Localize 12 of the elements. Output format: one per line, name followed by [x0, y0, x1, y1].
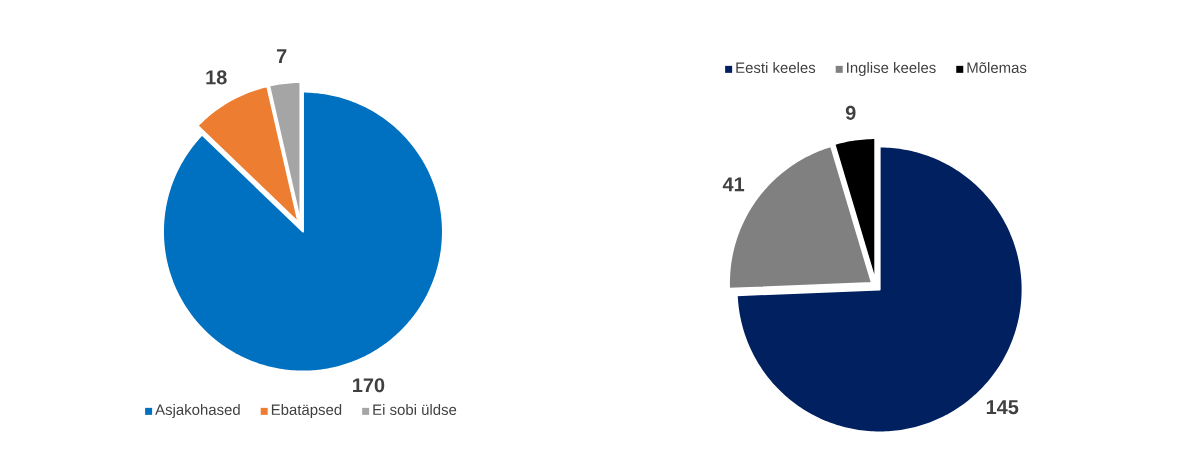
- data-label: 7: [276, 49, 287, 63]
- legend-label: Asjakohased: [155, 404, 240, 418]
- legend-label: Mõlemas: [967, 62, 1027, 73]
- data-label: 170: [353, 378, 385, 393]
- legend-label: Inglise keeles: [847, 62, 936, 76]
- legend-label: Eesti keeles: [736, 62, 816, 73]
- data-label: 41: [722, 177, 745, 192]
- legend-label: Ei sobi üldse: [373, 404, 457, 415]
- data-label: 145: [986, 400, 1019, 415]
- legend-label: Ebatäpsed: [271, 404, 342, 418]
- data-label: 18: [206, 70, 227, 85]
- data-label: 9: [845, 105, 856, 120]
